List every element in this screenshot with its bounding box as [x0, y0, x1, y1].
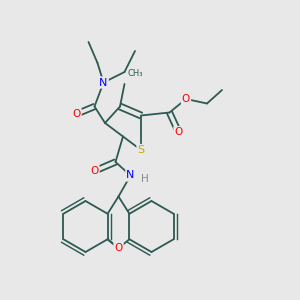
Text: O: O: [72, 109, 81, 119]
Text: O: O: [182, 94, 190, 104]
Text: O: O: [114, 243, 123, 253]
Text: S: S: [137, 145, 145, 155]
Text: H: H: [141, 173, 149, 184]
Text: N: N: [126, 170, 135, 181]
Text: O: O: [174, 127, 183, 137]
Text: O: O: [90, 166, 99, 176]
Text: CH₃: CH₃: [128, 69, 143, 78]
Text: N: N: [99, 77, 108, 88]
